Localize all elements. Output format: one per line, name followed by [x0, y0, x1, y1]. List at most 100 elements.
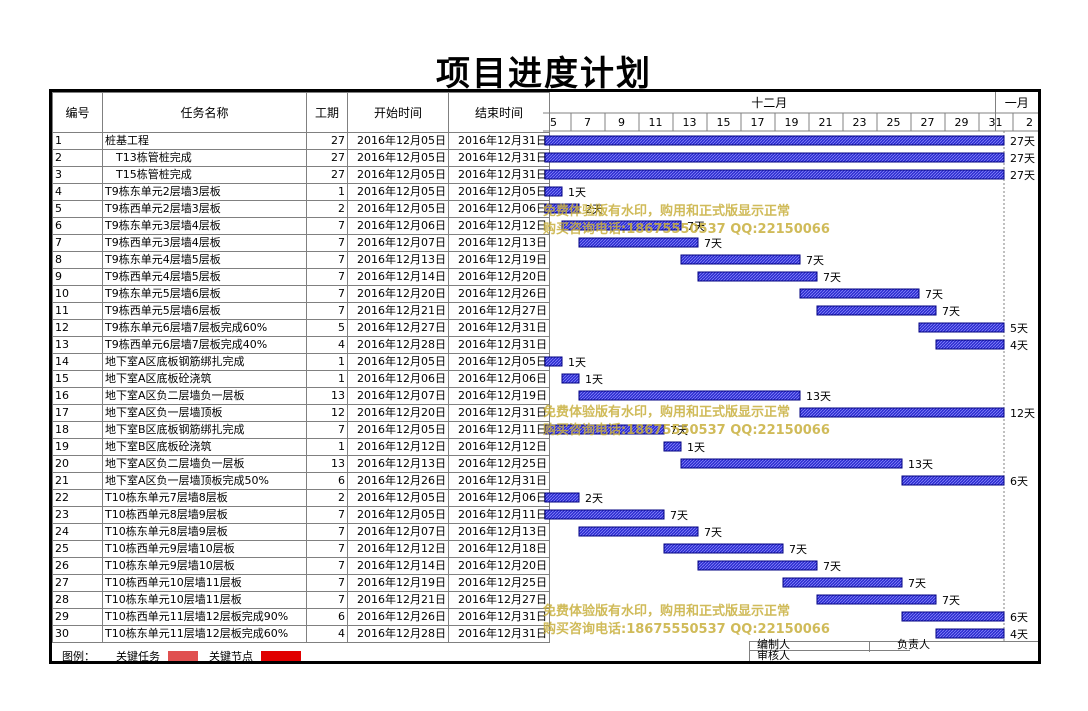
task-duration: 13: [306, 455, 348, 473]
task-duration: 7: [306, 268, 348, 286]
day-tick-label: 2: [1026, 116, 1033, 129]
task-table: 编号 任务名称 工期 开始时间 结束时间 1 桩基工程 27 2016年12月05日 2…: [52, 92, 550, 643]
task-name: T10栋东单元10层墙11层板: [102, 591, 307, 609]
task-start: 2016年12月19日: [347, 574, 449, 592]
task-end: 2016年12月31日: [448, 132, 550, 150]
task-duration: 1: [306, 370, 348, 388]
day-tick-label: 29: [955, 116, 969, 129]
task-name: 地下室A区底板砼浇筑: [102, 370, 307, 388]
task-bar: [544, 492, 580, 503]
watermark-line2-c: 购买咨询电话:18675550537 QQ:22150066: [543, 622, 830, 637]
task-start: 2016年12月14日: [347, 268, 449, 286]
table-header-row: 编号 任务名称 工期 开始时间 结束时间: [52, 92, 550, 133]
day-tick-label: 11: [649, 116, 663, 129]
task-end: 2016年12月27日: [448, 591, 550, 609]
task-name: T9栋东单元5层墙6层板: [102, 285, 307, 303]
task-id: 20: [52, 455, 103, 473]
task-end: 2016年12月06日: [448, 370, 550, 388]
table-row: 18 地下室B区底板钢筋绑扎完成 7 2016年12月05日 2016年12月11日: [52, 421, 550, 439]
task-bar-label: 7天: [670, 424, 688, 437]
table-row: 26 T10栋东单元9层墙10层板 7 2016年12月14日 2016年12月20日: [52, 557, 550, 575]
task-id: 26: [52, 557, 103, 575]
task-name: T10栋西单元9层墙10层板: [102, 540, 307, 558]
task-end: 2016年12月06日: [448, 200, 550, 218]
table-row: 20 地下室A区负二层墙负一层板 13 2016年12月13日 2016年12月25日: [52, 455, 550, 473]
task-bar-label: 6天: [1010, 611, 1028, 624]
task-id: 21: [52, 472, 103, 490]
task-name: T10栋东单元7层墙8层板: [102, 489, 307, 507]
task-end: 2016年12月05日: [448, 353, 550, 371]
task-bar-label: 5天: [1010, 322, 1028, 335]
task-duration: 1: [306, 183, 348, 201]
day-tick-label: 31: [989, 116, 1003, 129]
task-bar: [561, 220, 682, 231]
responsible-label: 负责人: [897, 638, 930, 651]
task-id: 4: [52, 183, 103, 201]
day-tick-label: 19: [785, 116, 799, 129]
prepared-by-label: 编制人: [757, 638, 790, 651]
task-start: 2016年12月05日: [347, 149, 449, 167]
task-duration: 7: [306, 574, 348, 592]
task-end: 2016年12月19日: [448, 387, 550, 405]
task-duration: 6: [306, 608, 348, 626]
task-name: T10栋东单元8层墙9层板: [102, 523, 307, 541]
task-name: T9栋东单元4层墙5层板: [102, 251, 307, 269]
task-bar: [799, 288, 920, 299]
task-bar-label: 4天: [1010, 339, 1028, 352]
task-duration: 7: [306, 557, 348, 575]
task-end: 2016年12月25日: [448, 455, 550, 473]
task-bar-label: 7天: [823, 271, 841, 284]
task-bar: [544, 135, 1005, 146]
day-tick-label: 5: [550, 116, 557, 129]
task-end: 2016年12月11日: [448, 506, 550, 524]
task-start: 2016年12月05日: [347, 489, 449, 507]
task-id: 27: [52, 574, 103, 592]
task-id: 8: [52, 251, 103, 269]
task-id: 15: [52, 370, 103, 388]
watermark-line1-b: 免费体验版有水印，购用和正式版显示正常: [543, 405, 791, 420]
task-name: T9栋东单元3层墙4层板: [102, 217, 307, 235]
table-row: 11 T9栋西单元5层墙6层板 7 2016年12月21日 2016年12月27日: [52, 302, 550, 320]
task-name: T9栋西单元3层墙4层板: [102, 234, 307, 252]
task-duration: 7: [306, 302, 348, 320]
task-start: 2016年12月28日: [347, 625, 449, 643]
task-bar-label: 13天: [806, 390, 831, 403]
month-label-jan: 一月: [1005, 96, 1029, 110]
task-start: 2016年12月26日: [347, 472, 449, 490]
task-id: 14: [52, 353, 103, 371]
task-name: T10栋西单元8层墙9层板: [102, 506, 307, 524]
task-bar: [697, 560, 818, 571]
day-tick-label: 9: [618, 116, 625, 129]
day-tick-label: 17: [751, 116, 765, 129]
task-end: 2016年12月05日: [448, 183, 550, 201]
gantt-chart-svg: 十二月 一月 5 7 9 11 13 15 17 19 21 23 25 27 29 31 2 27天 27天 27天…: [543, 92, 1038, 643]
task-bar-label: 7天: [942, 305, 960, 318]
table-row: 3 T15栋管桩完成 27 2016年12月05日 2016年12月31日: [52, 166, 550, 184]
task-bar: [935, 628, 1005, 639]
day-tick-label: 15: [717, 116, 731, 129]
task-start: 2016年12月12日: [347, 438, 449, 456]
table-row: 12 T9栋东单元6层墙7层板完成60% 5 2016年12月27日 2016年12月3…: [52, 319, 550, 337]
task-name: T10栋西单元10层墙11层板: [102, 574, 307, 592]
header-id: 编号: [52, 92, 103, 133]
task-duration: 7: [306, 234, 348, 252]
task-end: 2016年12月25日: [448, 574, 550, 592]
task-name: T9栋西单元6层墙7层板完成40%: [102, 336, 307, 354]
table-row: 10 T9栋东单元5层墙6层板 7 2016年12月20日 2016年12月26日: [52, 285, 550, 303]
task-bar-label: 2天: [585, 492, 603, 505]
task-bar-label: 13天: [908, 458, 933, 471]
task-name: T10栋东单元9层墙10层板: [102, 557, 307, 575]
task-bar-label: 27天: [1010, 152, 1035, 165]
task-bar: [544, 152, 1005, 163]
task-duration: 4: [306, 336, 348, 354]
task-bar: [680, 458, 903, 469]
task-end: 2016年12月27日: [448, 302, 550, 320]
task-bar: [901, 475, 1005, 486]
table-row: 25 T10栋西单元9层墙10层板 7 2016年12月12日 2016年12月18日: [52, 540, 550, 558]
task-duration: 7: [306, 285, 348, 303]
legend-key-task-swatch: [167, 651, 198, 661]
task-duration: 5: [306, 319, 348, 337]
task-name: T9栋西单元2层墙3层板: [102, 200, 307, 218]
task-name: 地下室A区底板钢筋绑扎完成: [102, 353, 307, 371]
task-start: 2016年12月07日: [347, 387, 449, 405]
